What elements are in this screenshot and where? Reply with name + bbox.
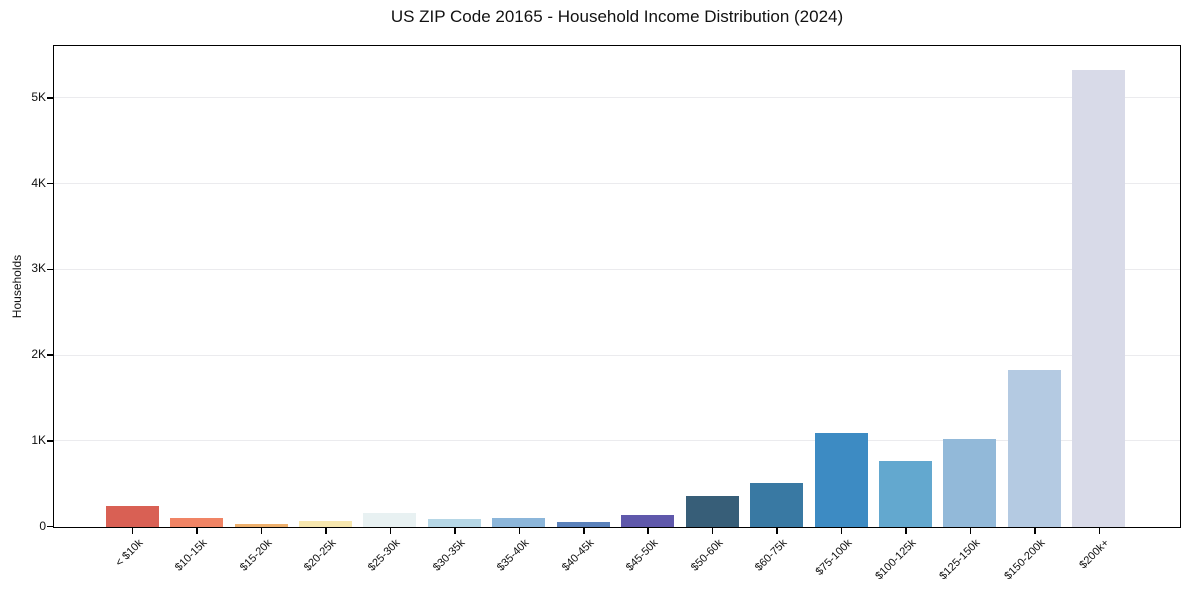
x-tick-label: $40-45k [559,537,597,574]
x-tick-label: $35-40k [495,537,532,574]
y-axis-tick [47,354,53,356]
x-tick-label: $30-35k [430,537,468,574]
bar [105,505,159,527]
bar [1072,70,1126,527]
x-axis-tick [1034,528,1036,534]
x-tick-label: $200k+ [1077,537,1112,572]
bar [878,461,932,527]
y-tick-label: 4K [31,175,46,190]
y-tick-label: 1K [31,432,46,447]
bar [363,513,417,527]
x-tick-label: $100-125k [873,537,919,583]
x-tick-label: $75-100k [813,537,855,578]
x-tick-label: $150-200k [1002,537,1048,583]
x-tick-label: $45-50k [624,537,661,574]
x-axis-tick [583,528,585,534]
x-axis-tick [131,528,134,534]
y-tick-label: 0 [39,518,46,533]
y-axis-tick [47,182,53,185]
x-tick-label: < $10k [113,537,146,570]
bar [492,517,546,527]
bar [685,496,739,527]
bar [621,515,675,527]
x-axis-tick [969,528,972,534]
bar [556,521,610,527]
x-axis-tick [196,528,198,534]
x-axis-tick [711,528,714,534]
x-axis-tick [647,528,649,534]
y-axis-tick [47,440,53,442]
x-tick-label: $15-20k [237,537,275,574]
chart-title: US ZIP Code 20165 - Household Income Dis… [390,7,844,26]
gridline [54,268,1180,270]
bar [814,432,868,527]
y-axis-tick [47,97,53,99]
x-axis-tick [905,528,907,534]
x-axis-tick [840,528,843,534]
x-axis-tick [518,528,521,534]
x-axis-tick [389,528,392,534]
bar [299,521,353,527]
y-axis-label: Households [10,254,24,319]
x-axis-tick [776,528,778,534]
bar [1007,370,1061,527]
x-axis-tick [454,528,456,534]
y-tick-label: 2K [31,347,46,362]
gridline [54,440,1180,442]
y-axis-tick [47,268,53,271]
gridline [54,354,1180,356]
y-tick-label: 3K [31,261,46,276]
x-axis-tick [260,528,263,534]
bar [427,519,481,527]
x-tick-label: $20-25k [301,537,339,574]
x-tick-label: $10-15k [173,537,210,574]
x-tick-label: $60-75k [752,537,790,574]
x-tick-label: $50-60k [688,537,726,574]
bar [943,438,997,527]
bar [170,517,224,527]
x-axis-tick [1098,528,1101,534]
plot-area [53,45,1181,528]
bar [750,483,804,527]
x-tick-label: $125-150k [937,537,983,583]
gridline [54,97,1180,99]
y-axis-tick [47,525,53,528]
bar [234,523,288,527]
x-tick-label: $25-30k [366,537,403,574]
x-axis-tick [325,528,327,534]
y-tick-label: 5K [31,89,46,104]
gridline [54,183,1180,185]
